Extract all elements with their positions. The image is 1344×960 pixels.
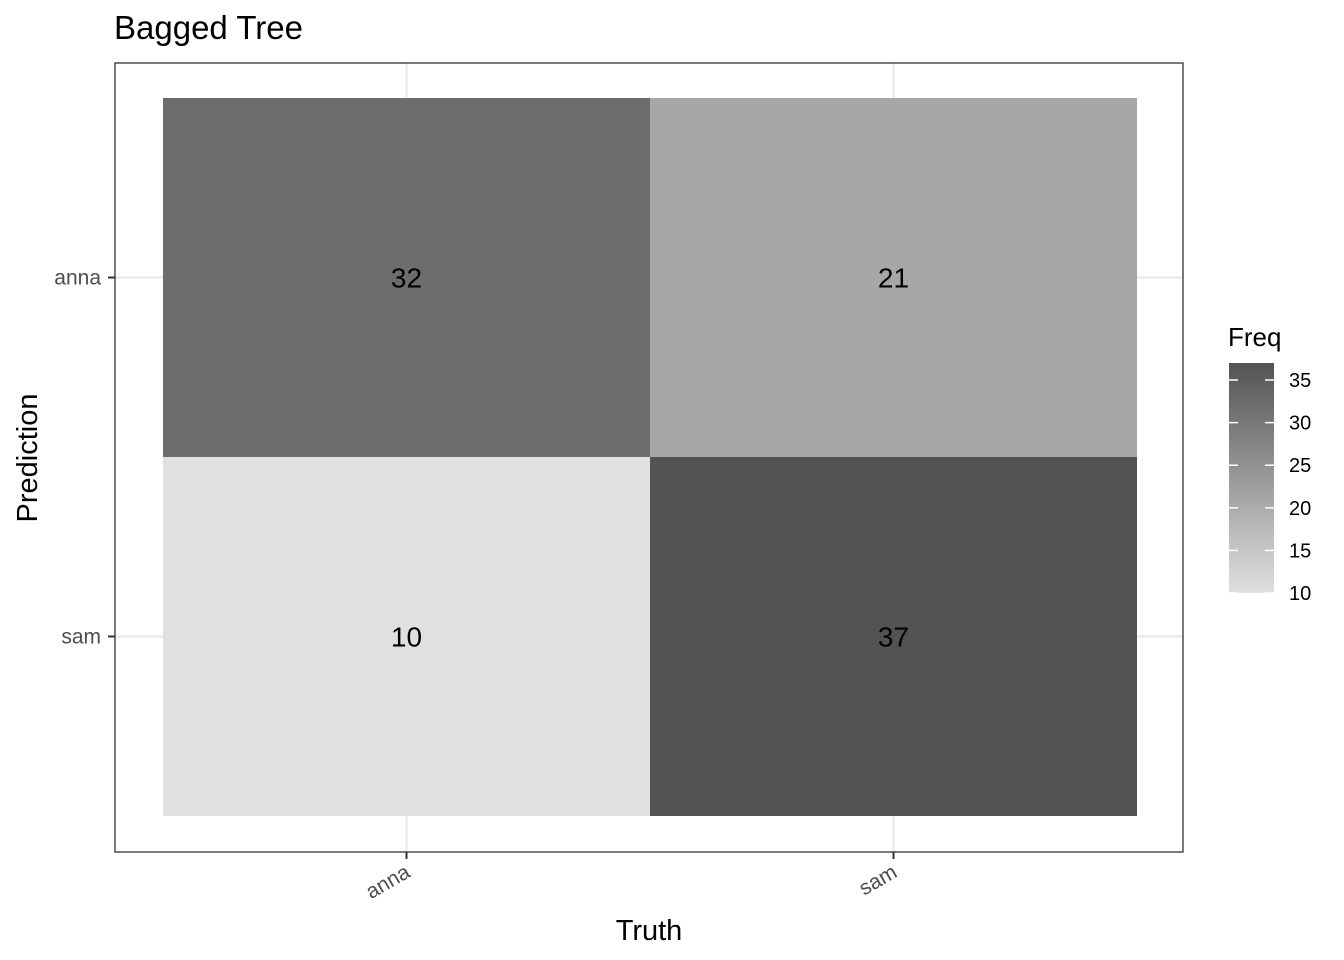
y-axis-title: Prediction <box>12 394 44 523</box>
legend-tick-label-30: 30 <box>1289 413 1311 435</box>
y-tick-label-sam: sam <box>61 626 101 649</box>
x-tick-label-anna: anna <box>362 860 414 903</box>
cell-truth-anna-pred-sam <box>163 457 650 816</box>
cell-truth-sam-pred-sam-label: 37 <box>878 622 909 653</box>
cell-truth-sam-pred-sam <box>650 457 1137 816</box>
chart-title: Bagged Tree <box>114 9 303 46</box>
cell-truth-anna-pred-anna <box>163 98 650 457</box>
legend-ticks: 10 15 20 25 30 35 <box>1229 370 1311 605</box>
x-axis-title: Truth <box>616 915 683 947</box>
cell-truth-sam-pred-anna <box>650 98 1137 457</box>
plot-panel-border <box>114 62 1184 853</box>
legend-tick-label-20: 20 <box>1289 498 1311 520</box>
legend: Freq 10 15 20 25 30 35 <box>1228 322 1311 605</box>
x-axis-ticks: anna sam <box>362 852 901 904</box>
legend-tick-label-25: 25 <box>1289 455 1311 477</box>
y-axis-ticks: anna sam <box>54 267 115 649</box>
legend-tick-label-15: 15 <box>1289 540 1311 562</box>
legend-title: Freq <box>1228 322 1281 352</box>
legend-colorbar <box>1229 363 1274 593</box>
heatmap-cell-labels: 32 21 10 37 <box>391 263 909 653</box>
cell-truth-sam-pred-anna-label: 21 <box>878 263 909 294</box>
heatmap-cells <box>163 98 1137 816</box>
legend-tick-label-35: 35 <box>1289 370 1311 392</box>
x-tick-label-sam: sam <box>855 860 901 900</box>
cell-truth-anna-pred-sam-label: 10 <box>391 622 422 653</box>
y-tick-label-anna: anna <box>54 267 101 290</box>
cell-truth-anna-pred-anna-label: 32 <box>391 263 422 294</box>
legend-tick-label-10: 10 <box>1289 583 1311 605</box>
